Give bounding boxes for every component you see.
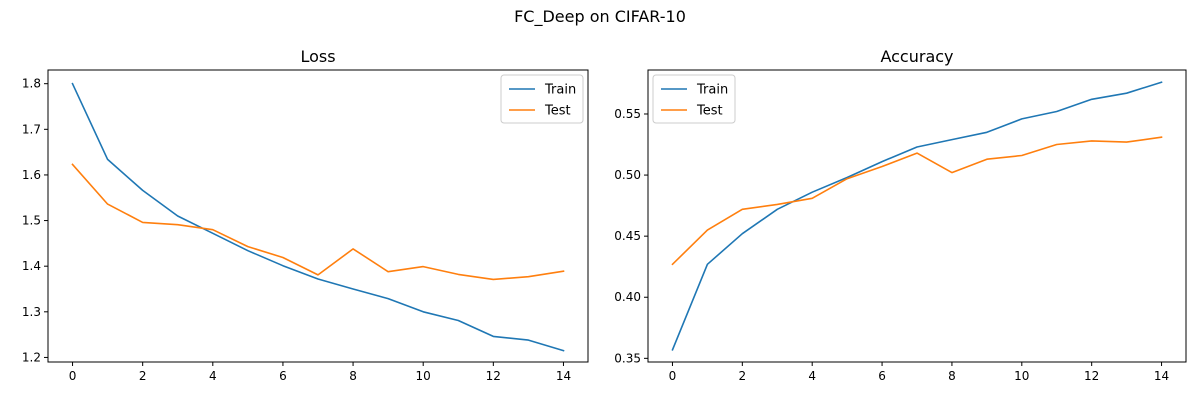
accuracy-x-tick-label: 14 [1154,369,1169,383]
accuracy-y-tick-label: 0.50 [614,168,641,182]
accuracy-x-tick-label: 8 [948,369,956,383]
loss-x-tick-label: 6 [279,369,287,383]
accuracy-title: Accuracy [880,47,953,66]
loss-y-tick-label: 1.3 [22,305,41,319]
accuracy-legend-box [652,74,736,124]
loss-y-tick-label: 1.7 [22,122,41,136]
loss-x-tick-label: 2 [139,369,147,383]
accuracy-y-tick-label: 0.55 [614,107,641,121]
accuracy-x-tick-label: 0 [669,369,677,383]
loss-x-tick-label: 0 [69,369,77,383]
accuracy-legend-train-label: Train [696,83,728,98]
loss-legend-box [500,74,584,124]
loss-series-test-line [71,163,565,281]
accuracy-legend-test-label: Test [696,104,723,119]
accuracy-x-tick-label: 4 [808,369,816,383]
loss-legend-train-label: Train [544,83,576,98]
accuracy-x-tick-label: 12 [1084,369,1099,383]
accuracy-chart: Accuracy 0 2 4 6 8 10 12 14 0.35 0.40 0.45 0.50 0.55 T… [614,47,1187,383]
accuracy-series-test-line [671,136,1163,266]
loss-y-tick-label: 1.8 [22,77,41,91]
accuracy-y-tick-label: 0.35 [614,351,641,365]
loss-y-tick-label: 1.6 [22,168,41,182]
accuracy-y-tick-label: 0.45 [614,229,641,243]
loss-legend-test-label: Test [544,104,571,119]
loss-y-tick-label: 1.5 [22,214,41,228]
loss-x-tick-label: 14 [556,369,571,383]
accuracy-axes-frame [647,69,1187,363]
loss-axes-frame [47,69,589,363]
loss-x-tick-label: 8 [349,369,357,383]
loss-series-train-line [71,82,565,352]
loss-x-tick-label: 10 [416,369,431,383]
loss-chart: Loss 0 2 4 6 8 10 12 14 1.2 1.3 1.4 1.5 1.6 1.7 1.8 Trai… [22,47,589,383]
accuracy-series-train-line [671,81,1163,351]
accuracy-x-tick-label: 2 [739,369,747,383]
loss-y-tick-label: 1.4 [22,259,41,273]
accuracy-legend: Train Test [652,74,736,124]
loss-y-tick-label: 1.2 [22,350,41,364]
figure-suptitle: FC_Deep on CIFAR-10 [514,7,686,27]
accuracy-x-tick-label: 6 [878,369,886,383]
loss-legend: Train Test [500,74,584,124]
loss-x-tick-label: 4 [209,369,217,383]
accuracy-y-tick-label: 0.40 [614,290,641,304]
loss-x-tick-label: 12 [486,369,501,383]
accuracy-x-tick-label: 10 [1014,369,1029,383]
loss-title: Loss [300,47,335,66]
